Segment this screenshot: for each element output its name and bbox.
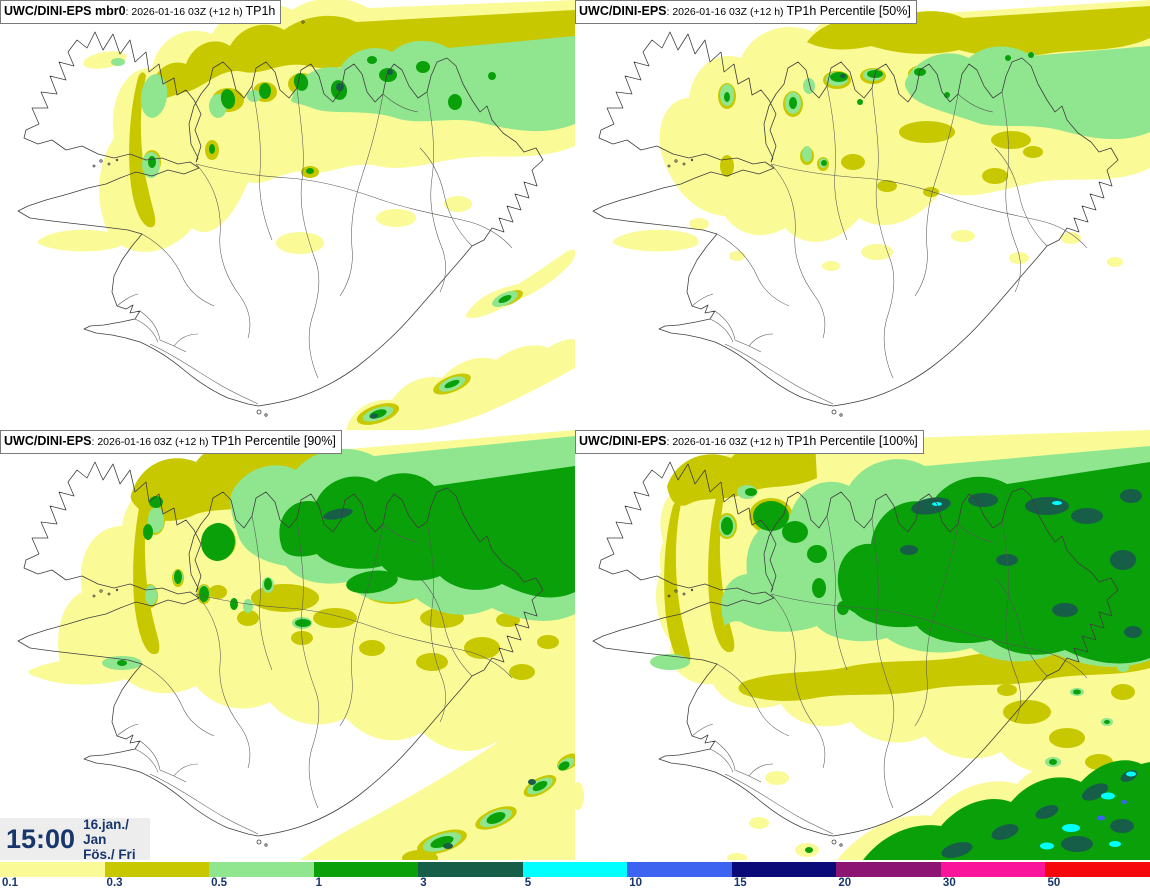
legend-label-30: 30 bbox=[942, 877, 956, 889]
legend-cell-0.3 bbox=[104, 862, 210, 877]
field-name: TP1h Percentile [90%] bbox=[211, 434, 336, 448]
run-datetime: : 2026-01-16 03Z (+12 h) bbox=[666, 6, 787, 18]
legend-label-3: 3 bbox=[420, 877, 427, 889]
map-panel-p90: UWC/DINI-EPS: 2026-01-16 03Z (+12 h) TP1… bbox=[0, 430, 575, 860]
run-datetime: : 2026-01-16 03Z (+12 h) bbox=[125, 6, 246, 18]
legend-cell-10 bbox=[627, 862, 732, 877]
precip-overlay bbox=[612, 0, 1150, 271]
panel-title: UWC/DINI-EPS: 2026-01-16 03Z (+12 h) TP1… bbox=[575, 430, 924, 454]
field-name: TP1h Percentile [100%] bbox=[786, 434, 918, 448]
panel-title: UWC/DINI-EPS: 2026-01-16 03Z (+12 h) TP1… bbox=[575, 0, 917, 24]
valid-date-line2: Fös./ Fri bbox=[83, 846, 136, 862]
panel-title: UWC/DINI-EPS: 2026-01-16 03Z (+12 h) TP1… bbox=[0, 430, 342, 454]
precip-colorbar bbox=[0, 862, 1150, 877]
legend-label-50: 50 bbox=[1047, 877, 1061, 889]
legend-label-0.5: 0.5 bbox=[211, 877, 228, 889]
valid-time: 15:00 bbox=[6, 823, 76, 854]
map-panel-p100: UWC/DINI-EPS: 2026-01-16 03Z (+12 h) TP1… bbox=[575, 430, 1150, 860]
map-panel-mbr0: UWC/DINI-EPS mbr0: 2026-01-16 03Z (+12 h… bbox=[0, 0, 575, 430]
legend-cell-50 bbox=[1045, 862, 1150, 877]
legend-label-5: 5 bbox=[524, 877, 532, 889]
model-name: UWC/DINI-EPS mbr0 bbox=[4, 4, 126, 18]
model-name: UWC/DINI-EPS bbox=[579, 434, 667, 448]
legend-label-0.3: 0.3 bbox=[106, 877, 123, 889]
field-name: TP1h bbox=[245, 4, 276, 18]
panel-title: UWC/DINI-EPS mbr0: 2026-01-16 03Z (+12 h… bbox=[0, 0, 282, 24]
precip-overlay bbox=[28, 430, 575, 860]
legend-label-1: 1 bbox=[315, 877, 323, 889]
legend-label-0.1: 0.1 bbox=[2, 877, 18, 889]
precip-overlay bbox=[37, 0, 575, 430]
valid-date: 16.jan./ Jan Fös./ Fri bbox=[83, 817, 150, 862]
precip-colorbar-labels: 0.1 0.3 0.5 1 3 5 10 15 20 30 50 bbox=[0, 877, 1150, 891]
legend-cell-30 bbox=[940, 862, 1046, 877]
legend-cell-5 bbox=[522, 862, 628, 877]
legend-label-15: 15 bbox=[733, 877, 747, 889]
precip-legend: 0.1 0.3 0.5 1 3 5 10 15 20 30 50 bbox=[0, 860, 1150, 891]
precip-overlay bbox=[575, 430, 1150, 860]
run-datetime: : 2026-01-16 03Z (+12 h) bbox=[666, 436, 787, 448]
legend-label-10: 10 bbox=[629, 877, 643, 889]
panel-grid: UWC/DINI-EPS mbr0: 2026-01-16 03Z (+12 h… bbox=[0, 0, 1150, 860]
model-name: UWC/DINI-EPS bbox=[579, 4, 667, 18]
valid-time-box: 15:00 16.jan./ Jan Fös./ Fri bbox=[0, 817, 150, 862]
legend-cell-3 bbox=[418, 862, 523, 877]
legend-cell-0.1 bbox=[0, 862, 105, 877]
legend-cell-15 bbox=[731, 862, 837, 877]
field-name: TP1h Percentile [50%] bbox=[786, 4, 911, 18]
legend-cell-20 bbox=[836, 862, 941, 877]
valid-date-line1: 16.jan./ Jan bbox=[83, 816, 129, 847]
model-name: UWC/DINI-EPS bbox=[4, 434, 92, 448]
legend-cell-0.5 bbox=[209, 862, 314, 877]
map-panel-p50: UWC/DINI-EPS: 2026-01-16 03Z (+12 h) TP1… bbox=[575, 0, 1150, 430]
legend-label-20: 20 bbox=[838, 877, 852, 889]
run-datetime: : 2026-01-16 03Z (+12 h) bbox=[91, 436, 212, 448]
legend-cell-1 bbox=[313, 862, 419, 877]
